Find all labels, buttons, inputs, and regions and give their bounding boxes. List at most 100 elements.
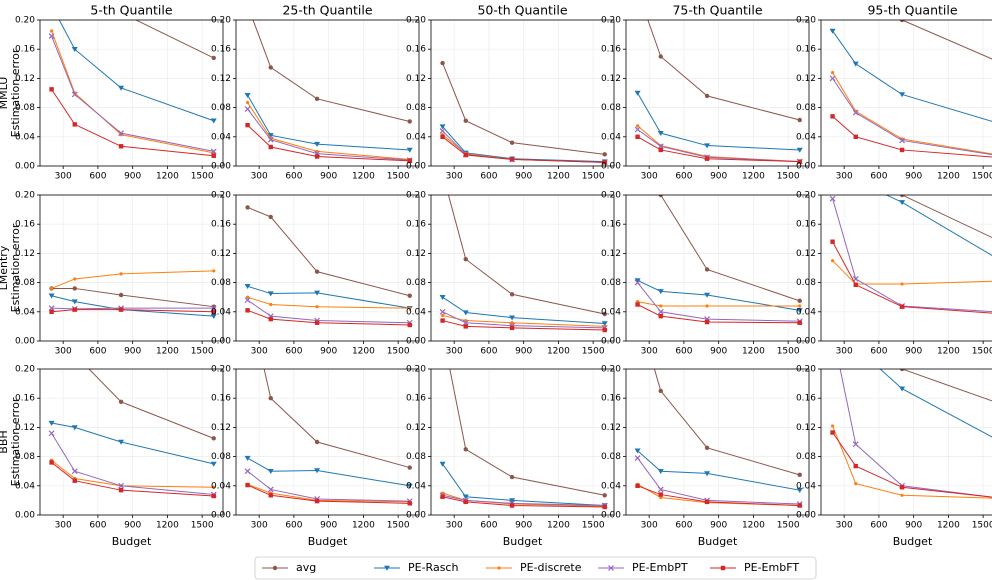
- marker: [407, 322, 412, 328]
- plot-area: [829, 20, 992, 158]
- legend: avg PE-Rasch PE-discrete PE-EmbPT PE-EmbFT: [254, 556, 817, 580]
- marker: [440, 330, 444, 334]
- y-tick-label: 0.04: [601, 132, 621, 142]
- x-tick-label: 1200: [937, 347, 960, 357]
- marker: [635, 483, 640, 488]
- x-tick-label: 600: [285, 172, 302, 182]
- marker: [658, 54, 663, 59]
- x-tick-label: 1200: [547, 347, 570, 357]
- y-tick-label: 0.20: [15, 191, 35, 201]
- panel: 0.00 0.04 0.08 0.12 0.16 0.20 300 600 900 1200 150…: [211, 365, 420, 548]
- marker: [797, 503, 802, 508]
- x-tick-label: 600: [89, 347, 106, 357]
- marker: [210, 118, 217, 124]
- marker: [407, 158, 412, 164]
- x-tick-label: 300: [836, 521, 853, 531]
- line: [51, 89, 214, 157]
- axes-frame: [235, 194, 420, 342]
- x-tick-label: 300: [55, 172, 72, 182]
- marker: [797, 472, 802, 478]
- line: [660, 195, 800, 302]
- line: [247, 299, 410, 324]
- x-tick-label: 300: [641, 347, 658, 357]
- y-axis-label: Estimation error: [9, 223, 22, 312]
- x-tick-label: 900: [124, 172, 141, 182]
- marker: [73, 352, 77, 356]
- marker: [853, 178, 859, 183]
- marker: [118, 399, 124, 405]
- y-tick-label: 0.20: [211, 365, 231, 375]
- y-tick-label: 0.08: [796, 452, 816, 462]
- y-tick-label: 0.08: [601, 103, 621, 113]
- y-tick-label: 0.08: [601, 278, 621, 288]
- marker: [853, 134, 858, 139]
- marker: [635, 156, 639, 160]
- x-tick-label: 600: [89, 521, 106, 531]
- line: [442, 314, 605, 327]
- y-tick-label: 0.08: [15, 278, 35, 288]
- y-tick-label: 0.20: [796, 16, 816, 26]
- marker: [406, 147, 413, 153]
- x-tick-label: 1200: [547, 172, 570, 182]
- marker: [119, 272, 123, 276]
- x-tick-label: 1200: [352, 172, 375, 182]
- marker: [408, 306, 412, 310]
- y-tick-label: 0.00: [211, 511, 231, 521]
- x-tick-label: 600: [675, 172, 692, 182]
- marker: [440, 171, 444, 175]
- axes-frame: [430, 368, 615, 516]
- panel-title: 25-th Quantile: [282, 3, 372, 18]
- marker: [634, 278, 641, 284]
- line: [447, 195, 605, 315]
- marker: [830, 156, 836, 161]
- line: [247, 296, 410, 309]
- marker: [602, 327, 607, 333]
- plot-area: [829, 156, 992, 315]
- panel: 0.00 0.04 0.08 0.12 0.16 0.20 300 600 900 1200 150…: [0, 352, 224, 548]
- marker: [406, 483, 413, 489]
- marker: [210, 461, 217, 467]
- x-tick-label: 1500: [582, 521, 605, 531]
- line: [263, 369, 410, 469]
- plot-area: [634, 156, 803, 325]
- x-tick-label: 900: [515, 347, 532, 357]
- plot-area: [48, 269, 217, 319]
- marker: [797, 159, 802, 164]
- x-tick-label: 1200: [547, 521, 570, 531]
- marker: [244, 106, 251, 112]
- plot-area: [830, 369, 992, 500]
- x-tick-label: 1500: [387, 521, 410, 531]
- x-tick-label: 1500: [972, 172, 992, 182]
- marker: [852, 61, 859, 67]
- y-tick-label: 0.00: [796, 511, 816, 521]
- marker: [118, 307, 124, 312]
- y-tick-label: 0.12: [406, 249, 426, 259]
- y-tick-label: 0.12: [406, 423, 426, 433]
- axes-frame: [235, 19, 420, 167]
- x-tick-label: 300: [446, 521, 463, 531]
- line: [58, 20, 214, 122]
- x-tick-label: 900: [710, 347, 727, 357]
- y-tick-label: 0.16: [15, 45, 35, 55]
- marker: [899, 386, 906, 392]
- marker: [72, 478, 77, 483]
- line: [637, 301, 800, 307]
- x-tick-label: 600: [675, 521, 692, 531]
- marker: [899, 92, 906, 98]
- marker: [634, 90, 641, 96]
- marker: [797, 117, 802, 123]
- line: [637, 457, 800, 505]
- axes-frame: [625, 194, 810, 342]
- marker: [634, 448, 641, 454]
- marker: [71, 299, 78, 305]
- legend-label: PE-EmbFT: [744, 561, 799, 574]
- line: [901, 195, 992, 239]
- marker: [71, 425, 78, 431]
- marker: [118, 130, 125, 137]
- axes-frame: [39, 368, 224, 516]
- line: [637, 129, 800, 163]
- marker: [463, 447, 468, 452]
- panel: 0.00 0.04 0.08 0.12 0.16 0.20 300 600 900 1200 150…: [211, 191, 420, 357]
- line: [442, 62, 605, 155]
- marker: [462, 494, 469, 500]
